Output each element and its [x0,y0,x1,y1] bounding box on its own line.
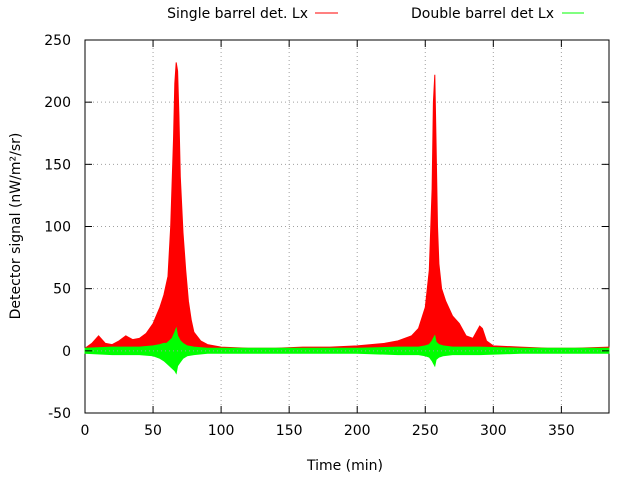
legend: Single barrel det. Lx Double barrel det … [167,6,584,22]
legend-label-single-barrel: Single barrel det. Lx [167,6,308,22]
y-tick-label: 150 [44,157,71,173]
x-tick-label: 200 [344,423,371,439]
series-area-1 [84,326,610,375]
series-layer [84,62,610,375]
series-area-0 [84,62,610,352]
y-tick-label: 50 [53,282,71,298]
y-tick-label: 100 [44,220,71,236]
x-tick-label: 100 [208,423,235,439]
x-tick-label: 0 [81,423,90,439]
x-tick-label: 250 [412,423,439,439]
x-tick-label: 300 [480,423,507,439]
x-tick-label: 150 [276,423,303,439]
y-axis-title: Detector signal (nW/m²/sr) [8,133,24,320]
x-tick-label: 350 [548,423,575,439]
y-tick-label: 200 [44,95,71,111]
ticks: 0 50 100 150 200 250 300 350 250 200 150 100 50 0 -50 [44,33,609,439]
x-axis-title: Time (min) [306,458,383,474]
y-tick-label: 250 [44,33,71,49]
legend-label-double-barrel: Double barrel det Lx [411,6,554,22]
y-tick-label: -50 [48,406,71,422]
x-tick-label: 50 [144,423,162,439]
y-tick-label: 0 [62,344,71,360]
